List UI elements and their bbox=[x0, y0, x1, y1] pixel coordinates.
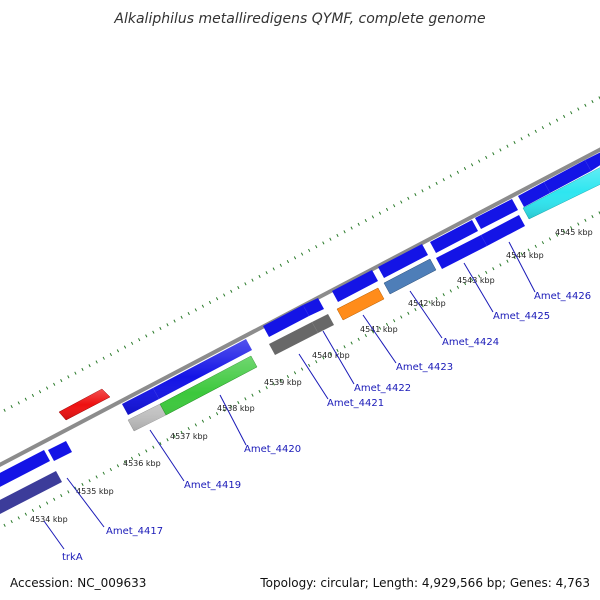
gene-arrow-blue bbox=[436, 235, 487, 269]
gene-arrow-forward bbox=[48, 441, 72, 461]
gene-label-amet-4421: Amet_4421 bbox=[327, 398, 384, 409]
gene-arrow-blue bbox=[481, 215, 525, 246]
gene-label-trkA: trkA bbox=[62, 552, 83, 563]
gene-shading bbox=[59, 167, 600, 431]
gene-label-amet-4420: Amet_4420 bbox=[244, 444, 301, 455]
scale-label: 4541 kbp bbox=[360, 325, 398, 334]
gene-arrow-blue-left bbox=[0, 450, 50, 487]
gene-label-amet-4422: Amet_4422 bbox=[354, 383, 411, 394]
gene-arrow-forward bbox=[303, 298, 324, 316]
accession-text: Accession: NC_009633 bbox=[10, 576, 146, 590]
gene-label-amet-4419: Amet_4419 bbox=[184, 480, 241, 491]
gene-arrow-gray bbox=[269, 322, 318, 355]
label-leaders bbox=[43, 241, 536, 550]
gene-arrow-forward bbox=[378, 244, 428, 278]
scale-label: 4537 kbp bbox=[170, 432, 208, 441]
gene-label-amet-4417: Amet_4417 bbox=[106, 526, 163, 537]
scale-label: 4538 kbp bbox=[217, 404, 255, 413]
map-title: Alkaliphilus metalliredigens QYMF, compl… bbox=[113, 11, 485, 27]
gene-arrow-gray bbox=[312, 314, 334, 333]
gene-arrow-forward bbox=[263, 305, 309, 337]
gene-label-amet-4423: Amet_4423 bbox=[396, 362, 453, 373]
gene-arrow-forward bbox=[585, 152, 600, 171]
scale-label: 4542 kbp bbox=[408, 299, 446, 308]
gene-arrow-forward bbox=[518, 182, 550, 207]
topology-text: Topology: circular; Length: 4,929,566 bp… bbox=[259, 576, 590, 590]
scale-label: 4545 kbp bbox=[555, 228, 593, 237]
scale-label: 4536 kbp bbox=[123, 459, 161, 468]
gene-label-amet-4426: Amet_4426 bbox=[534, 291, 591, 302]
gene-label-amet-4424: Amet_4424 bbox=[442, 337, 499, 348]
scale-label: 4544 kbp bbox=[506, 251, 544, 260]
scale-label: 4543 kbp bbox=[457, 276, 495, 285]
gene-arrow-forward bbox=[430, 220, 478, 253]
gene-arrow-steelblue bbox=[383, 258, 437, 295]
scale-label: 4540 kbp bbox=[312, 351, 350, 360]
gene-arrow-forward bbox=[475, 199, 518, 229]
gene-arrow-forward bbox=[544, 160, 591, 193]
scale-label: 4539 kbp bbox=[264, 378, 302, 387]
gene-label-amet-4425: Amet_4425 bbox=[493, 311, 550, 322]
gene-arrow-orange bbox=[336, 287, 385, 321]
gene-arrow-trkA bbox=[0, 471, 62, 514]
gene-arrow-forward bbox=[332, 270, 378, 302]
scale-label: 4534 kbp bbox=[30, 515, 68, 524]
scale-label: 4535 kbp bbox=[76, 487, 114, 496]
